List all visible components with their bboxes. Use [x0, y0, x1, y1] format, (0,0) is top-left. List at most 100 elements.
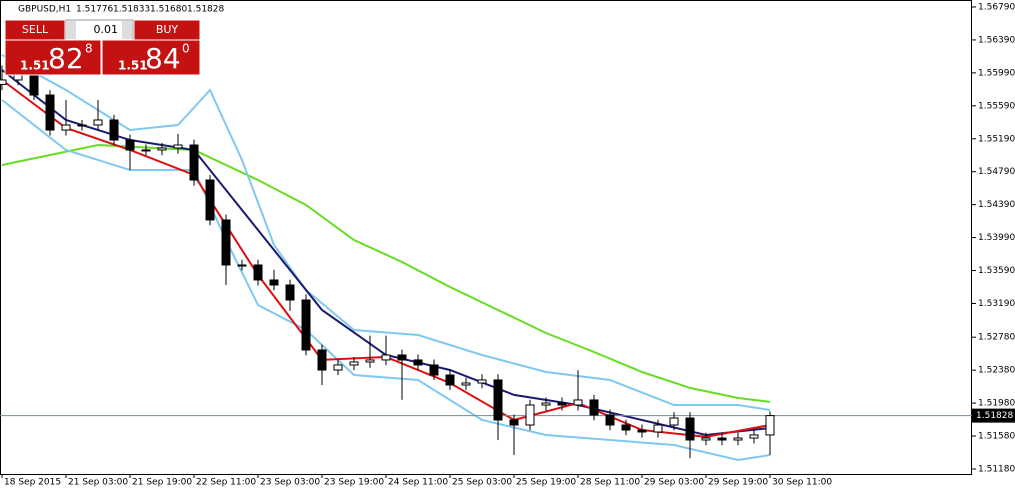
candle-body	[333, 364, 343, 371]
buy-pips: 84	[145, 42, 181, 75]
lot-down[interactable]	[66, 21, 76, 39]
candle-body	[605, 414, 615, 426]
candle-body	[749, 434, 759, 439]
candle-body	[253, 264, 263, 281]
candle-body	[541, 402, 551, 406]
candle-body	[765, 415, 775, 436]
y-tick-label: 1.55190	[978, 134, 1015, 144]
y-tick-label: 1.55990	[978, 68, 1015, 78]
x-tick-label: 23 Sep 03:00	[260, 478, 320, 488]
candle-body	[77, 124, 87, 127]
candle-body	[45, 94, 55, 131]
candle-body	[269, 279, 279, 286]
y-tick-label: 1.53990	[978, 233, 1015, 243]
candle-body	[237, 264, 247, 267]
y-tick-label: 1.51580	[978, 432, 1015, 442]
candle-body	[637, 429, 647, 433]
candle-body	[589, 399, 599, 416]
buy-point: 0	[182, 42, 190, 56]
candle-body	[413, 359, 423, 366]
x-tick-label: 23 Sep 19:00	[324, 478, 384, 488]
candle-body	[29, 74, 39, 96]
candle-body	[301, 299, 311, 351]
candle-body	[109, 119, 119, 141]
plot-frame	[0, 0, 972, 475]
x-tick-label: 28 Sep 11:00	[580, 478, 640, 488]
y-tick-label: 1.51180	[978, 464, 1015, 474]
candle-body	[701, 437, 711, 441]
x-tick-label: 25 Sep 03:00	[452, 478, 512, 488]
buy-price-box[interactable]	[101, 39, 201, 76]
x-tick-label: 21 Sep 03:00	[68, 478, 128, 488]
candle-body	[141, 149, 151, 152]
y-tick-label: 1.54790	[978, 167, 1015, 177]
candle-body	[493, 379, 503, 421]
candle-body	[557, 402, 567, 406]
candle-body	[189, 144, 199, 181]
candle-body	[509, 419, 519, 426]
candle-body	[61, 124, 71, 131]
candle-body	[733, 437, 743, 441]
sell-price-box[interactable]	[4, 39, 102, 76]
candle-body	[157, 147, 167, 151]
y-tick-label: 1.56390	[978, 35, 1015, 45]
candle-body	[381, 354, 391, 361]
x-tick-label: 29 Sep 03:00	[644, 478, 704, 488]
y-tick-label: 1.55590	[978, 101, 1015, 111]
x-tick-label: 21 Sep 19:00	[132, 478, 192, 488]
candle-body	[573, 399, 583, 406]
current-price-box	[972, 408, 1015, 423]
candle-body	[461, 382, 471, 386]
buy-big: 1.51	[118, 59, 148, 73]
x-tick-label: 25 Sep 19:00	[516, 478, 576, 488]
y-tick-label: 1.56790	[978, 2, 1015, 12]
y-tick-label: 1.52380	[978, 366, 1015, 376]
candle-body	[525, 404, 535, 426]
x-tick-label: 30 Sep 11:00	[772, 478, 832, 488]
header-quote: 1.51776	[76, 5, 113, 15]
lot-up[interactable]	[122, 21, 132, 39]
indicator-line	[1, 54, 771, 411]
x-tick-label: 18 Sep 2015	[4, 478, 61, 488]
header-quote: 1.51680	[150, 5, 187, 15]
candle-body	[685, 417, 695, 441]
candle-body	[173, 144, 183, 149]
candle-body	[477, 379, 487, 384]
y-tick-label: 1.53590	[978, 266, 1015, 276]
x-tick-label: 24 Sep 11:00	[388, 478, 448, 488]
x-tick-label: 29 Sep 19:00	[708, 478, 768, 488]
symbol: GBPUSD,H1	[18, 5, 71, 15]
candle-body	[13, 74, 23, 81]
candle-body	[653, 424, 663, 433]
candle-body	[317, 349, 327, 371]
indicator-line	[1, 99, 771, 462]
candle-body	[285, 284, 295, 301]
header-quote: 1.51828	[187, 5, 224, 15]
candle-body	[429, 364, 439, 376]
candle-body	[205, 179, 215, 221]
sell-pips: 82	[48, 42, 84, 75]
candle-body	[0, 79, 7, 85]
candle-body	[221, 219, 231, 266]
lot-value: 0.01	[94, 23, 119, 36]
y-tick-label: 1.52780	[978, 333, 1015, 343]
buy-label: BUY	[156, 23, 179, 36]
candle-body	[445, 374, 455, 386]
header-quote: 1.51833	[113, 5, 150, 15]
trade-panel: SELL 0.01 BUY 1.51 82 8 1.51 84 0	[4, 19, 201, 76]
indicator-line	[1, 143, 771, 403]
current-price-label: 1.51828	[976, 411, 1013, 421]
candle-body	[125, 139, 135, 151]
candle-body	[669, 417, 679, 426]
sell-big: 1.51	[20, 59, 50, 73]
sell-point: 8	[85, 42, 93, 56]
y-tick-label: 1.54390	[978, 200, 1015, 210]
candle-body	[93, 119, 103, 126]
candle-body	[365, 359, 375, 363]
sell-label: SELL	[22, 23, 49, 36]
x-tick-label: 22 Sep 11:00	[196, 478, 256, 488]
y-tick-label: 1.51980	[978, 399, 1015, 409]
candle-body	[397, 354, 407, 361]
